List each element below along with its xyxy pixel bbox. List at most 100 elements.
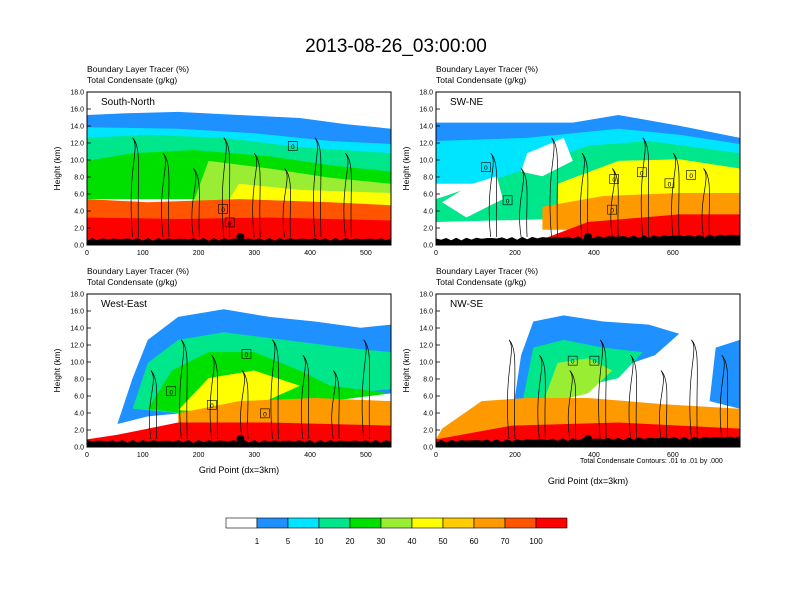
- contour-label-box: [287, 141, 298, 151]
- y-tick-label: 16.0: [419, 309, 433, 316]
- condensate-contour: [361, 339, 370, 440]
- colorbar-swatch: [318, 517, 351, 529]
- condensate-contour: [549, 137, 558, 238]
- contour-label-box: [607, 204, 617, 215]
- location-marker: [584, 435, 592, 443]
- x-tick-label: 600: [667, 452, 679, 459]
- contour-label: 0: [610, 208, 614, 215]
- y-tick-label: 6.0: [423, 394, 433, 401]
- panel-nw-se: Boundary Layer Tracer (%)Total Condensat…: [401, 266, 741, 486]
- panel-frame: [435, 293, 741, 448]
- y-tick-label: 8.0: [74, 377, 84, 384]
- condensate-contour: [719, 354, 729, 440]
- colorbar-swatch: [349, 517, 382, 529]
- contour-label-box: [686, 170, 696, 180]
- y-axis-label: Height (km): [401, 348, 411, 392]
- contour-label-box: [589, 355, 600, 366]
- contour-label-box: [609, 174, 619, 184]
- colorbar-label: 40: [408, 537, 417, 546]
- condensate-contour: [240, 370, 249, 440]
- y-tick-label: 12.0: [70, 343, 84, 350]
- condensate-contour: [252, 152, 261, 238]
- condensate-contour: [343, 152, 352, 238]
- panel-field-title: Boundary Layer Tracer (%): [436, 266, 538, 276]
- tracer-region: [87, 422, 391, 447]
- contour-label: 0: [291, 144, 295, 151]
- y-tick-label: 10.0: [419, 360, 433, 367]
- condensate-contour: [209, 354, 218, 440]
- panel-plot-area: [87, 294, 391, 447]
- y-tick-label: 12.0: [70, 141, 84, 148]
- colorbar-label: 20: [346, 537, 355, 546]
- x-tick-label: 200: [193, 250, 205, 257]
- x-axis-label: Grid Point (dx=3km): [548, 476, 628, 486]
- y-tick-label: 8.0: [74, 175, 84, 182]
- y-tick-label: 0.0: [423, 243, 433, 250]
- colorbar-swatch: [442, 517, 475, 529]
- panel-plot-area: [436, 294, 740, 447]
- condensate-contour: [300, 354, 310, 440]
- condensate-contour: [282, 168, 291, 238]
- y-tick-label: 0.0: [74, 243, 84, 250]
- colorbar-swatch: [380, 517, 413, 529]
- tracer-region: [87, 217, 391, 245]
- y-tick-label: 16.0: [419, 107, 433, 114]
- y-axis-label: Height (km): [401, 146, 411, 190]
- contour-label-box: [166, 386, 176, 397]
- condensate-contour: [179, 339, 188, 440]
- y-tick-label: 16.0: [70, 309, 84, 316]
- y-axis-label: Height (km): [52, 146, 62, 190]
- location-marker: [236, 435, 245, 443]
- y-tick-label: 0.0: [74, 445, 84, 452]
- colorbar-swatch: [473, 517, 506, 529]
- x-tick-label: 0: [434, 250, 438, 257]
- y-tick-label: 18.0: [419, 292, 433, 299]
- contour-label: 0: [484, 165, 488, 172]
- y-tick-label: 0.0: [423, 445, 433, 452]
- contour-label: 0: [689, 173, 693, 180]
- x-tick-label: 0: [85, 452, 89, 459]
- y-tick-label: 2.0: [74, 226, 84, 233]
- panel-field-subtitle: Total Condensate (g/kg): [87, 75, 177, 85]
- panels: Boundary Layer Tracer (%)Total Condensat…: [52, 64, 741, 486]
- colorbar-label: 60: [470, 537, 479, 546]
- contour-label-box: [207, 400, 217, 410]
- panel-label: NW-SE: [450, 299, 483, 310]
- condensate-contour: [689, 339, 698, 440]
- y-tick-label: 8.0: [423, 175, 433, 182]
- condensate-contour: [640, 137, 650, 238]
- x-tick-label: 400: [588, 250, 600, 257]
- contour-label: 0: [612, 177, 616, 184]
- terrain-profile: [87, 238, 391, 245]
- colorbar-swatch: [504, 517, 537, 529]
- panel-field-title: Boundary Layer Tracer (%): [436, 64, 538, 74]
- panel-south-north: Boundary Layer Tracer (%)Total Condensat…: [52, 64, 392, 257]
- contour-label: 0: [506, 198, 510, 205]
- condensate-contour: [701, 168, 710, 238]
- colorbar-label: 50: [439, 537, 448, 546]
- contour-label-box: [567, 355, 578, 366]
- main-title: 2013-08-26_03:00:00: [305, 36, 487, 57]
- x-tick-label: 300: [248, 250, 260, 257]
- y-tick-label: 2.0: [423, 428, 433, 435]
- tracer-region: [178, 398, 391, 429]
- tracer-region: [178, 370, 300, 414]
- condensate-contour: [519, 168, 528, 238]
- colorbar-swatch: [225, 517, 258, 529]
- x-tick-label: 100: [137, 250, 149, 257]
- panel-frame: [86, 293, 392, 448]
- y-tick-label: 2.0: [423, 226, 433, 233]
- x-tick-label: 500: [360, 452, 372, 459]
- x-tick-label: 400: [304, 250, 316, 257]
- terrain-profile: [87, 440, 391, 447]
- panel-field-title: Boundary Layer Tracer (%): [87, 64, 189, 74]
- y-tick-label: 2.0: [74, 428, 84, 435]
- condensate-contour: [161, 152, 170, 238]
- y-tick-label: 18.0: [70, 292, 84, 299]
- colorbar-label: 10: [315, 537, 324, 546]
- contour-label: 0: [210, 403, 214, 410]
- condensate-contour: [537, 354, 546, 440]
- panel-west-east: Boundary Layer Tracer (%)Total Condensat…: [52, 266, 392, 475]
- contour-label-box: [664, 178, 675, 189]
- y-tick-label: 14.0: [70, 326, 84, 333]
